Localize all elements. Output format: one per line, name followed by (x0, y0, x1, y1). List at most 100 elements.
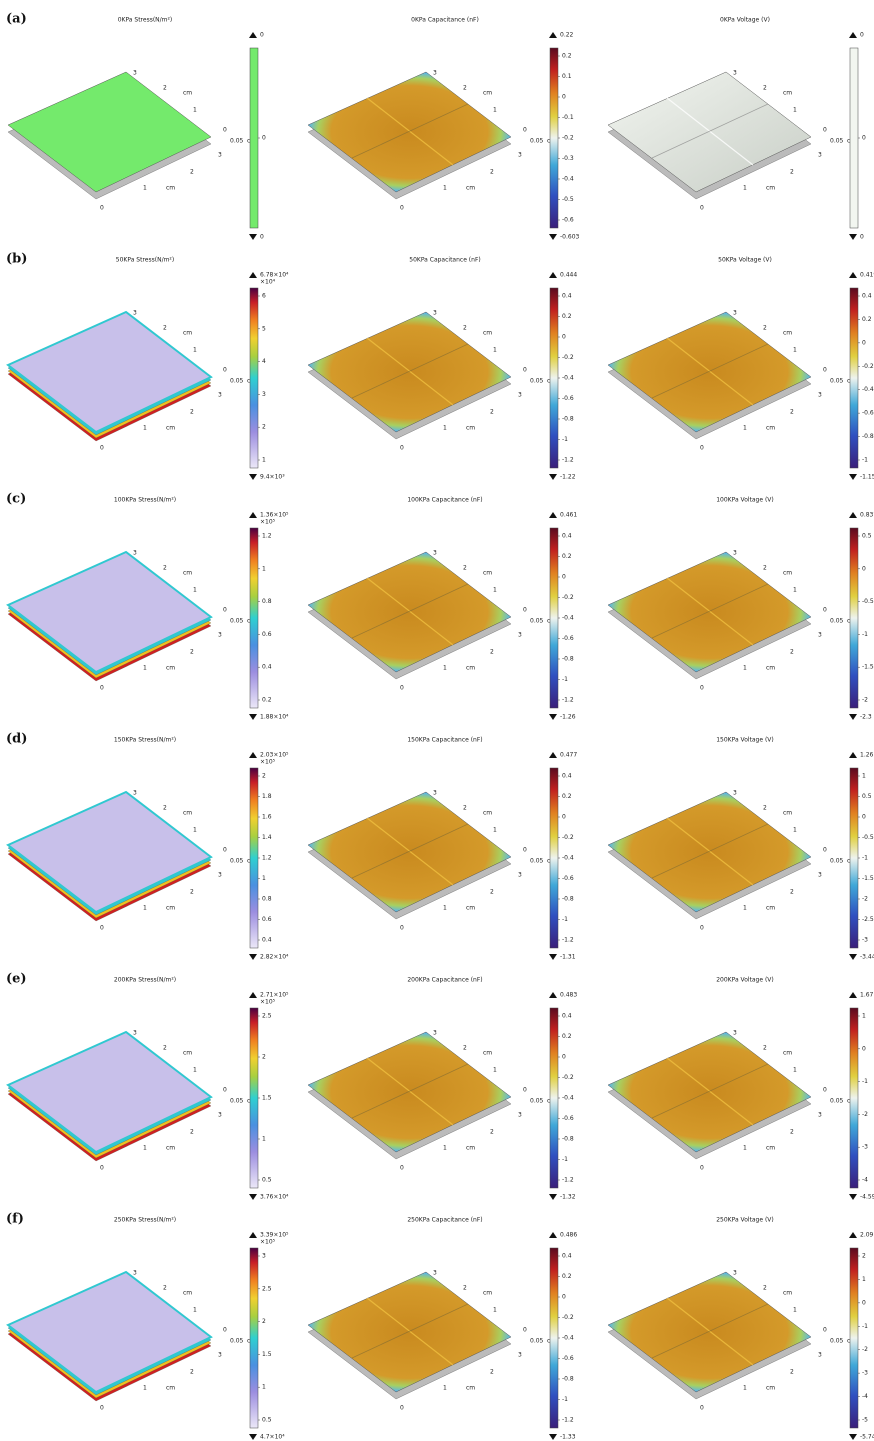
plate-axis-label: 3 (733, 310, 737, 317)
colorbar-multiplier: ×10⁵ (260, 519, 276, 526)
colorbar-tick-label: -0.4 (562, 375, 574, 382)
colorbar-tick-label: -1 (562, 916, 568, 923)
plate-top (8, 1032, 211, 1152)
colorbar-tick-label: 0.4 (562, 1013, 572, 1020)
colorbar-tick-label: -2 (862, 1111, 868, 1118)
colorbar-tick-label: -0.2 (562, 1074, 574, 1081)
colorbar-tick-label: 0 (862, 135, 866, 142)
colorbar-tick-label: -0.5 (562, 196, 574, 203)
colorbar-tick-label: 0.2 (862, 316, 872, 323)
plate-axis-label: 1 (743, 1145, 747, 1152)
plate (308, 552, 511, 679)
colorbar-max: 1.67 (860, 992, 874, 999)
colorbar-tick-label: -0.2 (562, 834, 574, 841)
plate-axis-label: 0 (700, 205, 704, 212)
plate-axis-label: 0 (700, 685, 704, 692)
colorbar-tick-label: -1 (562, 436, 568, 443)
colorbar (250, 48, 258, 228)
plate-axis-label: 3 (218, 872, 222, 879)
colorbar-min: -2.3 (860, 714, 872, 721)
plate-axis-label: 0 (523, 127, 527, 134)
plate-axis-label: 3 (818, 872, 822, 879)
colorbar-max: 0.837 (860, 512, 874, 519)
colorbar-tick-label: -3 (862, 1370, 868, 1377)
plate-axis-label: 1 (793, 107, 797, 114)
colorbar-tick-label: 0.6 (262, 631, 272, 638)
colorbar-tick-label: -0.6 (562, 635, 574, 642)
plate-axis-label: 1 (143, 185, 147, 192)
colorbar-tick-label: 0.4 (862, 293, 872, 300)
plate-axis-label: 3 (133, 310, 137, 317)
max-marker (249, 752, 257, 758)
colorbar-tick-label: 0.2 (562, 1033, 572, 1040)
plate-axis-label: 0.05 (230, 1098, 244, 1105)
plate-axis-label: cm (183, 1050, 192, 1057)
colorbar-tick-label: 0.4 (562, 773, 572, 780)
plate (8, 72, 211, 199)
colorbar-tick-label: 0 (562, 1054, 566, 1061)
colorbar-tick-label: 6 (262, 293, 266, 300)
max-marker (249, 1232, 257, 1238)
colorbar-tick-label: -0.2 (562, 135, 574, 142)
colorbar-tick-label: -1.2 (562, 457, 574, 464)
plate-axis-label: 0 (400, 205, 404, 212)
colorbar-tick-label: -0.4 (562, 176, 574, 183)
plate-axis-label: 0 (700, 1405, 704, 1412)
plate-axis-label: cm (766, 905, 775, 912)
plate-top (8, 72, 211, 192)
plate-axis-label: 2 (763, 85, 767, 92)
plate-axis-label: 1 (793, 827, 797, 834)
colorbar-min: 2.82×10⁴ (260, 954, 289, 961)
colorbar-tick-label: -0.8 (862, 433, 874, 440)
colorbar-multiplier: ×10⁵ (260, 999, 276, 1006)
panel-title: 250KPa Stress(N/m²) (114, 1217, 176, 1224)
plate-axis-label: 3 (518, 872, 522, 879)
plate-axis-label: cm (183, 330, 192, 337)
colorbar-tick-label: 0.4 (262, 937, 272, 944)
row-label: (d) (6, 732, 27, 747)
min-marker (549, 954, 557, 960)
plate-axis-label: cm (483, 570, 492, 577)
plate-axis-label: 0 (100, 445, 104, 452)
colorbar-tick-label: 1.2 (262, 855, 272, 862)
plate-axis-label: 2 (790, 1369, 794, 1376)
colorbar-tick-label: -0.8 (562, 1376, 574, 1383)
plate-axis-label: 3 (218, 1112, 222, 1119)
plate-axis-label: 3 (133, 1030, 137, 1037)
plate-axis-label: 3 (733, 1030, 737, 1037)
plate-axis-label: 3 (433, 70, 437, 77)
plate-axis-label: 0.05 (530, 1338, 544, 1345)
max-marker (549, 32, 557, 38)
plate-axis-label: 0 (100, 1405, 104, 1412)
colorbar-min: -1.15 (860, 474, 874, 481)
plate (608, 72, 811, 199)
colorbar-tick-label: -0.6 (562, 1115, 574, 1122)
colorbar-tick-label: 0 (562, 94, 566, 101)
colorbar-tick-label: 0.1 (562, 73, 572, 80)
plate-axis-label: 0.05 (230, 618, 244, 625)
plate (8, 792, 211, 921)
row-label: (e) (6, 972, 27, 987)
colorbar-min: 1.88×10⁴ (260, 714, 289, 721)
plate-axis-label: 0 (400, 685, 404, 692)
colorbar-tick-label: -2 (862, 697, 868, 704)
plate-axis-label: 0.05 (830, 1098, 844, 1105)
plate-axis-label: 2 (490, 889, 494, 896)
plate-axis-label: 3 (818, 632, 822, 639)
colorbar-tick-label: 0.8 (262, 896, 272, 903)
plate-axis-label: 0.05 (830, 138, 844, 145)
plate-axis-label: 0 (400, 1165, 404, 1172)
plate-axis-label: 2 (763, 1285, 767, 1292)
colorbar-tick-label: 0 (862, 1299, 866, 1306)
plate-top (608, 1272, 811, 1392)
colorbar-tick-label: 0.5 (262, 1417, 272, 1424)
row-label: (c) (6, 492, 26, 507)
plate-axis-label: 3 (433, 1030, 437, 1037)
colorbar-tick-label: -0.4 (562, 1335, 574, 1342)
colorbar (850, 1248, 858, 1428)
plate-top (608, 1032, 811, 1152)
panel-title: 250KPa Capacitance (nF) (407, 1217, 482, 1224)
panel-title: 0KPa Voltage (V) (720, 17, 770, 24)
colorbar (250, 1008, 258, 1188)
plate-axis-label: 0 (223, 847, 227, 854)
